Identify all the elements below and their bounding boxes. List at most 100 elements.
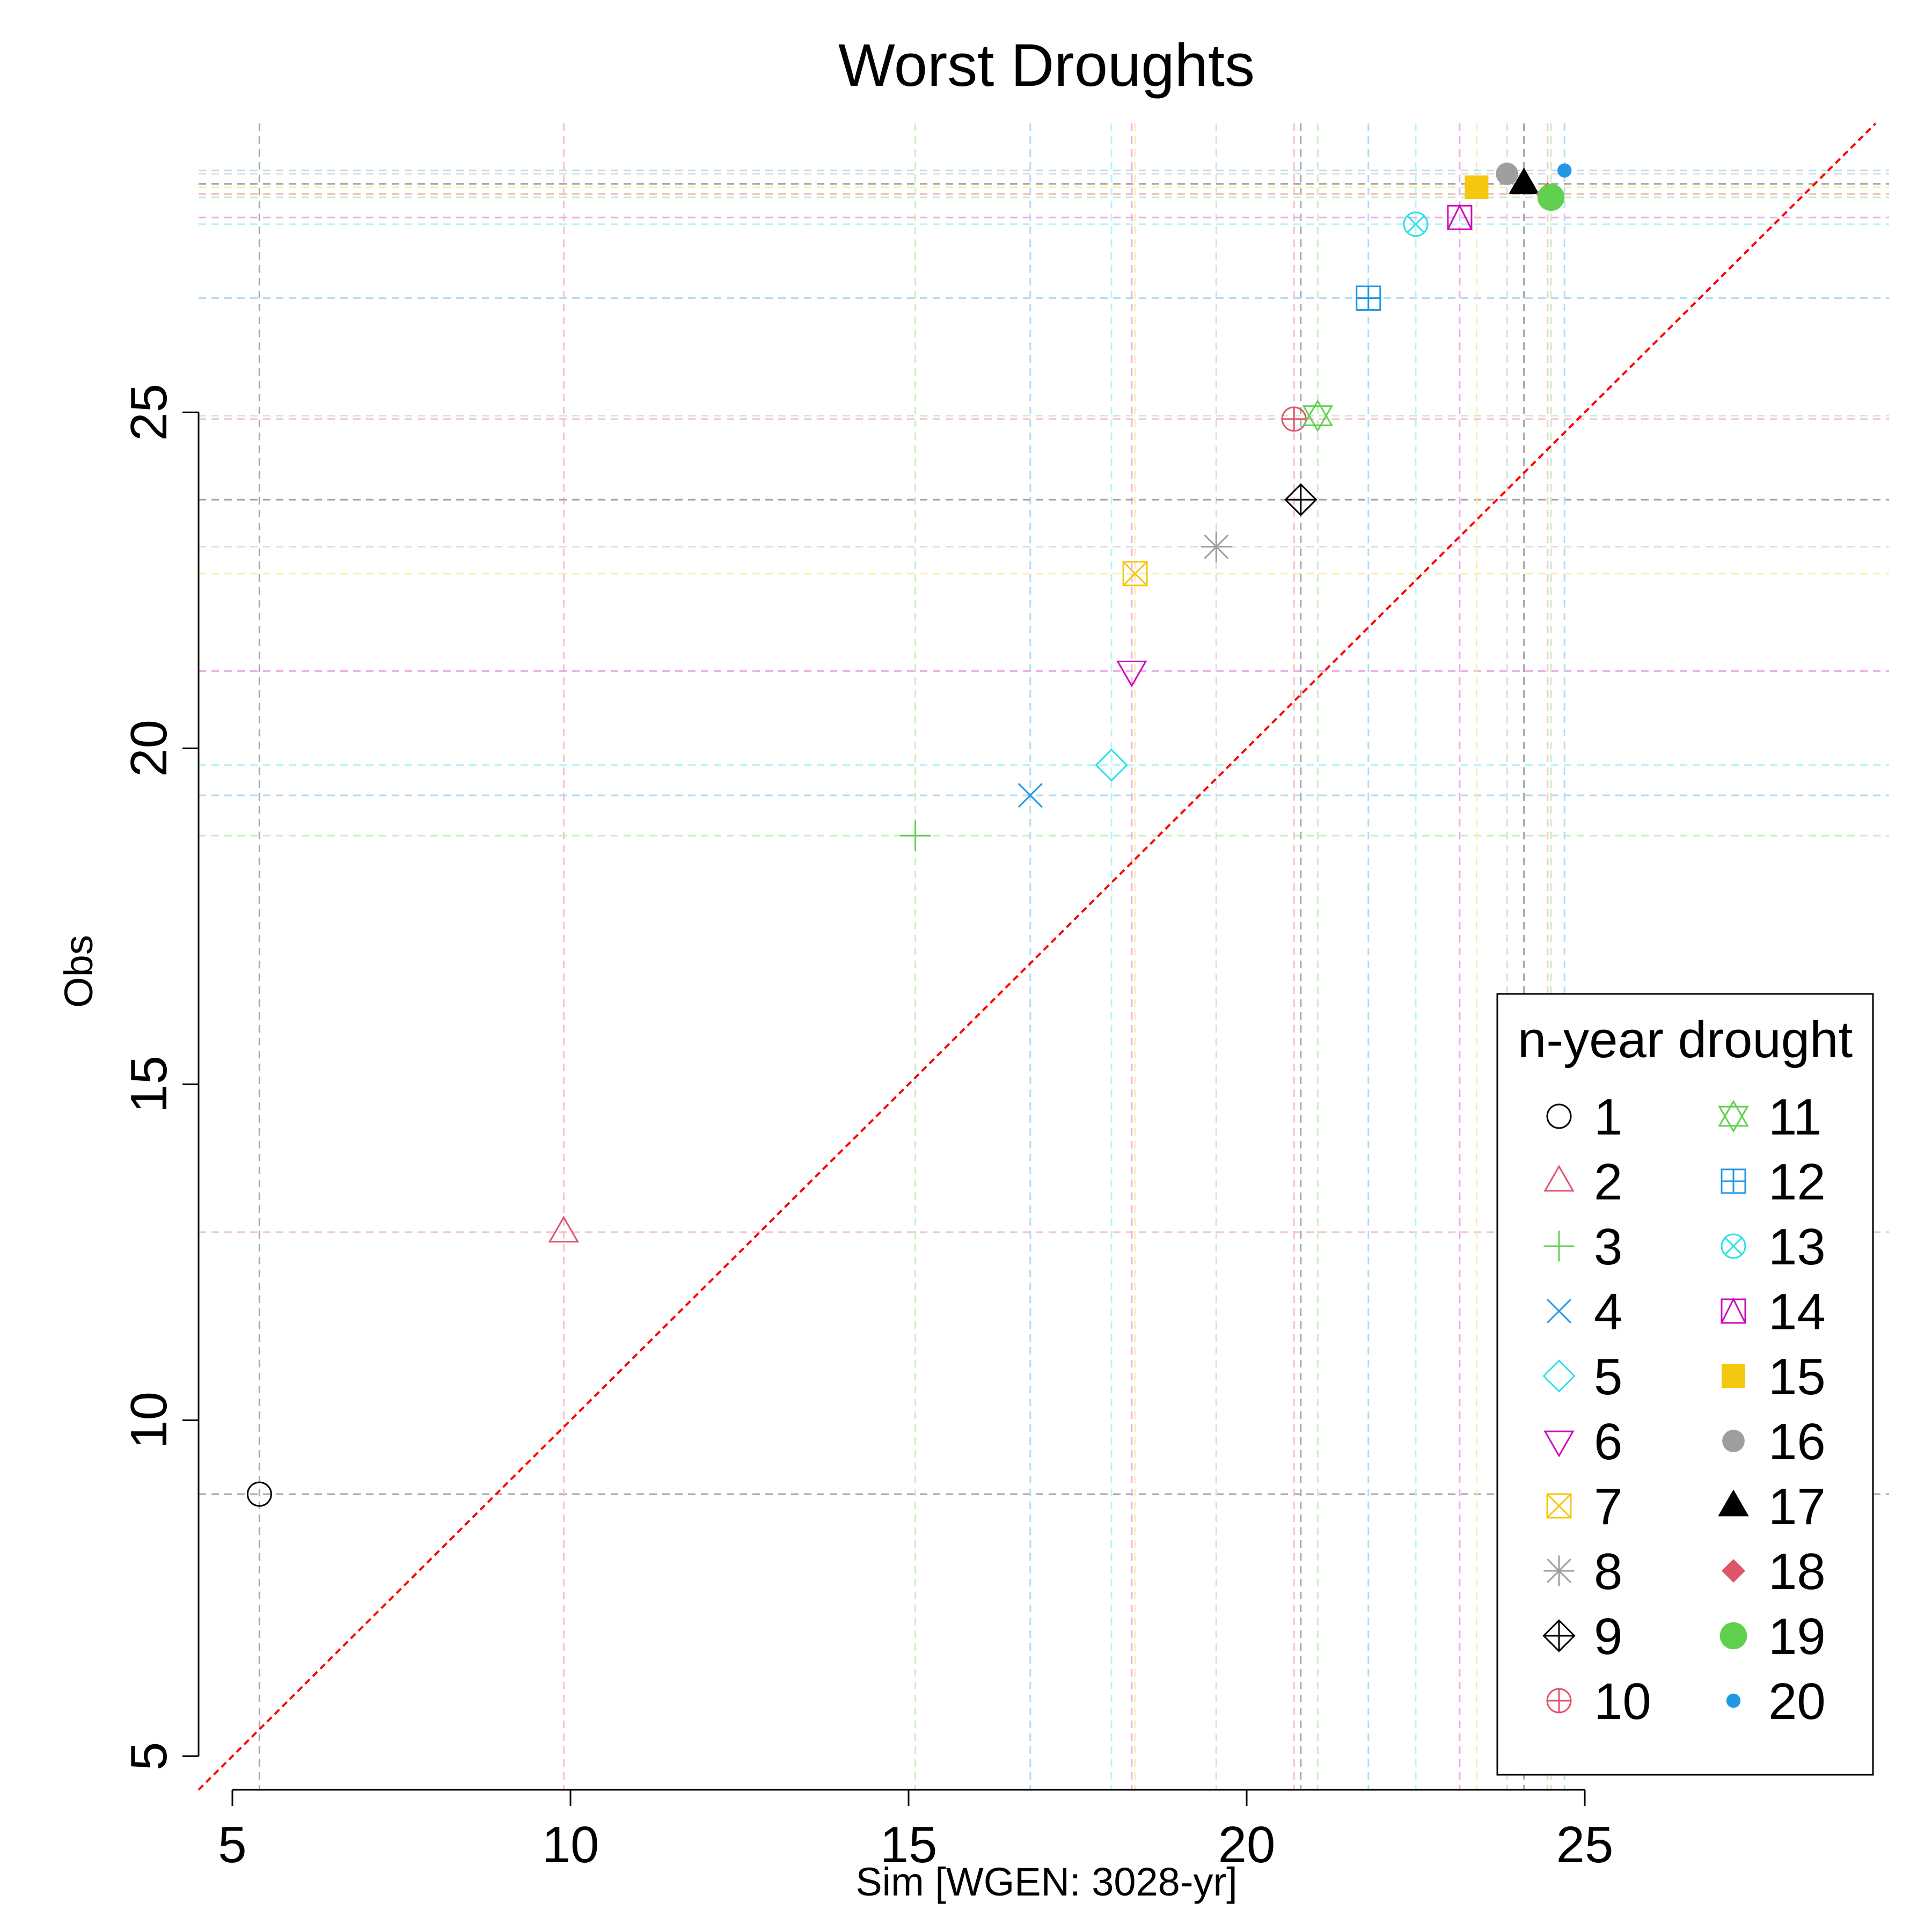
legend-marker-3 bbox=[1543, 1231, 1575, 1262]
legend-marker-13 bbox=[1721, 1233, 1746, 1259]
legend-label-4: 4 bbox=[1594, 1283, 1622, 1341]
legend-label-7: 7 bbox=[1594, 1478, 1622, 1535]
legend-label-19: 19 bbox=[1768, 1608, 1826, 1665]
marker-stroke bbox=[1546, 1558, 1572, 1584]
x-tick-label: 20 bbox=[1218, 1816, 1276, 1874]
marker-triangle bbox=[1543, 1165, 1575, 1192]
marker-square bbox=[1546, 1493, 1572, 1519]
legend: n-year drought 1234567891011121314151617… bbox=[1496, 993, 1874, 1776]
data-point-9 bbox=[1284, 483, 1318, 516]
marker-square bbox=[1722, 1364, 1745, 1388]
marker-square bbox=[1465, 175, 1489, 199]
marker-stroke bbox=[1546, 1493, 1572, 1519]
legend-label-17: 17 bbox=[1768, 1478, 1826, 1535]
axes: 5 10 15 20 25 5 10 15 20 25 bbox=[120, 384, 1613, 1874]
y-tick-label: 25 bbox=[120, 384, 178, 441]
legend-marker-12 bbox=[1721, 1168, 1746, 1194]
marker-triangle bbox=[1720, 1297, 1747, 1324]
legend-title: n-year drought bbox=[1518, 1011, 1853, 1069]
data-point-19 bbox=[1537, 184, 1565, 211]
marker-triangle bbox=[1543, 1430, 1575, 1458]
data-point-14 bbox=[1446, 203, 1473, 230]
legend-label-11: 11 bbox=[1768, 1088, 1822, 1146]
y-tick-label: 15 bbox=[120, 1056, 178, 1113]
legend-label-2: 2 bbox=[1594, 1153, 1622, 1211]
marker-triangle bbox=[1718, 1100, 1749, 1127]
legend-marker-9 bbox=[1542, 1619, 1576, 1652]
marker-square bbox=[1122, 561, 1148, 587]
legend-marker-18 bbox=[1722, 1559, 1745, 1583]
legend-marker-1 bbox=[1546, 1103, 1572, 1129]
marker-triangle bbox=[1446, 203, 1473, 230]
marker-circle bbox=[1726, 1693, 1741, 1708]
marker-circle bbox=[1722, 1430, 1745, 1452]
marker-triangle bbox=[1302, 405, 1334, 433]
data-point-16 bbox=[1496, 163, 1519, 185]
legend-marker-10 bbox=[1546, 1688, 1572, 1714]
legend-marker-16 bbox=[1722, 1430, 1745, 1452]
x-tick-label: 25 bbox=[1556, 1816, 1614, 1874]
marker-diamond bbox=[1722, 1559, 1745, 1583]
data-point-3 bbox=[900, 820, 931, 851]
data-point-11 bbox=[1302, 399, 1334, 433]
marker-triangle bbox=[1116, 661, 1147, 687]
legend-label-16: 16 bbox=[1768, 1413, 1826, 1470]
x-tick-label: 5 bbox=[218, 1816, 246, 1874]
one-to-one-line bbox=[197, 122, 1877, 1791]
legend-label-10: 10 bbox=[1594, 1673, 1651, 1730]
one-to-one-line-path bbox=[197, 122, 1877, 1791]
legend-label-15: 15 bbox=[1768, 1348, 1826, 1406]
marker-stroke bbox=[1204, 534, 1229, 559]
legend-marker-20 bbox=[1726, 1693, 1741, 1708]
legend-marker-19 bbox=[1719, 1622, 1747, 1650]
legend-marker-4 bbox=[1546, 1298, 1572, 1324]
marker-stroke bbox=[1546, 1298, 1572, 1324]
legend-label-5: 5 bbox=[1594, 1348, 1622, 1406]
legend-marker-7 bbox=[1546, 1493, 1572, 1519]
marker-stroke bbox=[1724, 1237, 1743, 1255]
data-point-5 bbox=[1095, 748, 1128, 782]
data-point-13 bbox=[1403, 211, 1429, 237]
marker-circle bbox=[1546, 1103, 1572, 1129]
data-point-20 bbox=[1557, 163, 1572, 178]
data-point-2 bbox=[548, 1216, 580, 1243]
legend-label-1: 1 bbox=[1594, 1088, 1622, 1146]
marker-circle bbox=[1719, 1622, 1747, 1650]
legend-box bbox=[1496, 993, 1874, 1776]
x-tick-label: 15 bbox=[880, 1816, 938, 1874]
legend-label-3: 3 bbox=[1594, 1218, 1622, 1276]
marker-stroke bbox=[1018, 782, 1043, 808]
marker-circle bbox=[1557, 163, 1572, 178]
marker-triangle bbox=[548, 1216, 580, 1243]
marker-triangle bbox=[1302, 399, 1334, 427]
legend-marker-8 bbox=[1543, 1555, 1575, 1586]
data-point-6 bbox=[1116, 661, 1147, 687]
marker-triangle bbox=[1718, 1106, 1749, 1133]
legend-marker-2 bbox=[1543, 1165, 1575, 1192]
data-point-17 bbox=[1508, 167, 1540, 195]
legend-label-14: 14 bbox=[1768, 1283, 1826, 1341]
chart-title: Worst Droughts bbox=[838, 32, 1255, 99]
legend-label-18: 18 bbox=[1768, 1543, 1826, 1600]
marker-stroke bbox=[1123, 561, 1148, 586]
data-point-10 bbox=[1281, 406, 1307, 432]
marker-diamond bbox=[1542, 1359, 1576, 1393]
legend-marker-6 bbox=[1543, 1430, 1575, 1458]
marker-circle bbox=[246, 1481, 272, 1507]
y-tick-label: 20 bbox=[120, 720, 178, 777]
legend-label-9: 9 bbox=[1594, 1608, 1622, 1665]
data-point-4 bbox=[1018, 782, 1043, 808]
data-point-1 bbox=[246, 1481, 272, 1507]
marker-circle bbox=[1537, 184, 1565, 211]
data-point-15 bbox=[1465, 175, 1489, 199]
legend-label-20: 20 bbox=[1768, 1673, 1826, 1730]
x-tick-label: 10 bbox=[542, 1816, 599, 1874]
marker-stroke bbox=[1407, 215, 1425, 233]
legend-label-8: 8 bbox=[1594, 1543, 1622, 1600]
y-tick-label: 5 bbox=[120, 1742, 178, 1770]
y-tick-label: 10 bbox=[120, 1392, 178, 1449]
data-point-12 bbox=[1356, 286, 1381, 311]
marker-triangle bbox=[1718, 1489, 1749, 1517]
